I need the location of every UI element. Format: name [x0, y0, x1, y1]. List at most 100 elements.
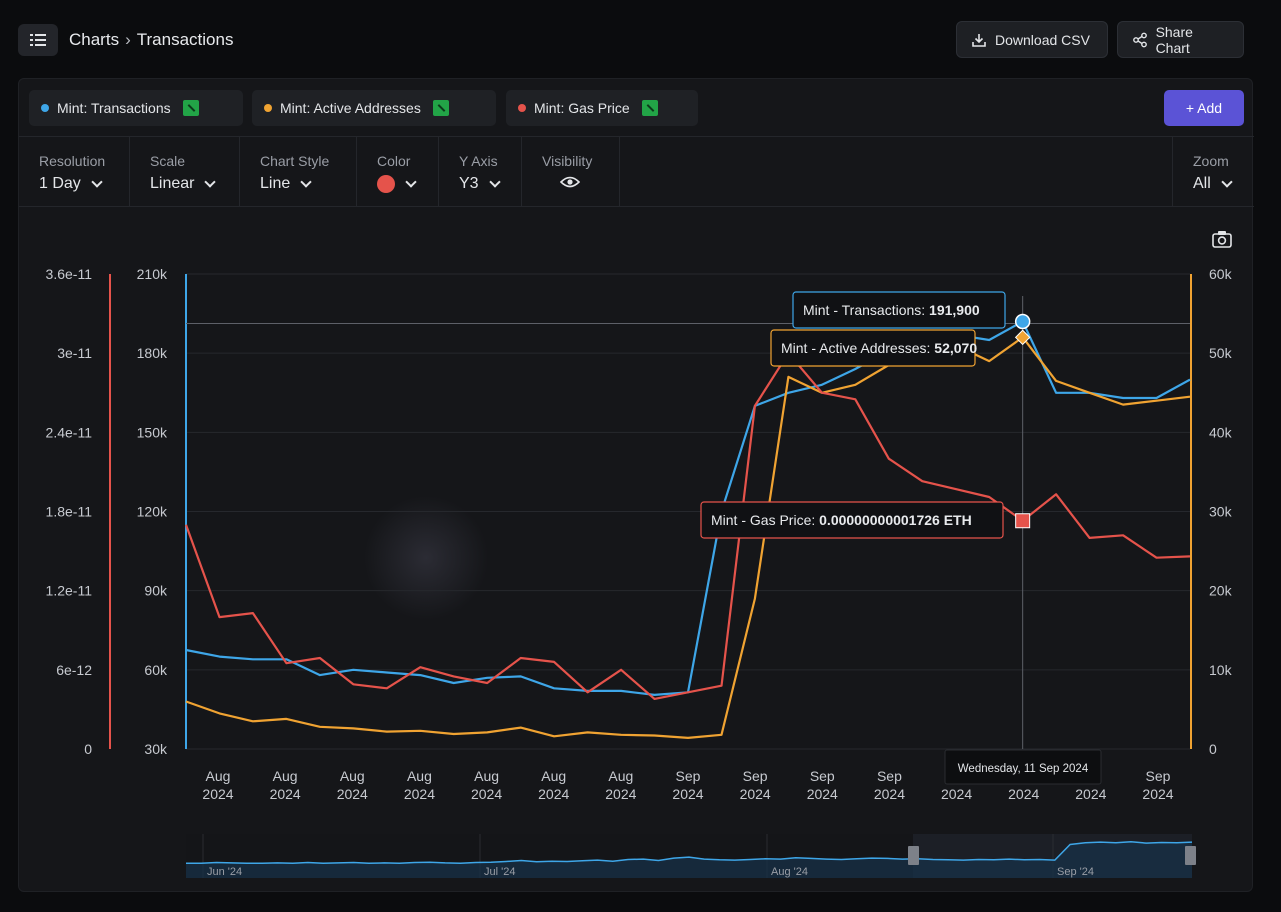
x-tick-month: Aug — [273, 768, 298, 784]
color-label: Color — [377, 153, 411, 169]
hover-date-box — [944, 749, 1102, 785]
navigator-handle-right[interactable] — [1185, 846, 1196, 865]
x-tick-year: 2024 — [807, 786, 838, 802]
scale-label: Scale — [150, 153, 186, 169]
y-tick-addresses: 40k — [1209, 424, 1233, 440]
x-tick-year: 2024 — [337, 786, 368, 802]
download-csv-button[interactable]: Download CSV — [956, 21, 1108, 58]
tooltip-addresses-value: 52,070 — [934, 340, 977, 356]
resolution-value: 1 Day — [39, 175, 81, 192]
series-chip-gas-price[interactable]: Mint: Gas Price — [506, 90, 698, 126]
breadcrumb-charts[interactable]: Charts — [69, 30, 120, 49]
scale-control[interactable]: Scale Linear — [130, 137, 240, 207]
hover-marker-addresses — [1014, 329, 1031, 346]
y-tick-gas: 2.4e-11 — [46, 424, 93, 440]
y-tick-transactions: 180k — [137, 345, 168, 361]
y-tick-addresses: 60k — [1209, 266, 1233, 282]
hover-marker-gas — [1015, 513, 1031, 529]
x-tick-month: Aug — [407, 768, 432, 784]
series-selector-row: Mint: Transactions Mint: Active Addresse… — [19, 79, 1254, 137]
y-tick-transactions: 30k — [144, 741, 168, 757]
top-bar: Charts › Transactions Download CSV Share… — [0, 0, 1281, 80]
download-csv-label: Download CSV — [995, 31, 1090, 48]
add-series-button[interactable]: + Add — [1164, 90, 1244, 126]
tooltip-gas-value: 0.00000000001726 ETH — [819, 512, 972, 528]
visibility-label: Visibility — [542, 153, 593, 169]
x-tick-year: 2024 — [538, 786, 569, 802]
series-chip-active-addresses[interactable]: Mint: Active Addresses — [252, 90, 496, 126]
navigator-area — [186, 841, 1192, 878]
x-tick-year: 2024 — [874, 786, 905, 802]
chart-style-label: Chart Style — [260, 153, 330, 169]
series-color-dot — [41, 104, 49, 112]
tooltip-addresses-label: Mint - Active Addresses: — [781, 340, 934, 356]
y-tick-addresses: 0 — [1209, 741, 1217, 757]
x-tick-month: Sep — [877, 768, 902, 784]
share-chart-label: Share Chart — [1155, 23, 1193, 56]
sidebar-toggle-button[interactable] — [18, 24, 58, 56]
navigator-label: Sep '24 — [1057, 866, 1094, 878]
y-axis-value: Y3 — [459, 175, 479, 192]
x-tick-month: Aug — [541, 768, 566, 784]
scale-value: Linear — [150, 175, 195, 192]
tooltip-transactions-box — [792, 291, 1006, 329]
y-tick-gas: 0 — [84, 741, 92, 757]
excel-icon[interactable] — [182, 100, 199, 116]
navigator-handle-left[interactable] — [908, 846, 919, 865]
download-icon — [972, 33, 986, 47]
zoom-value: All — [1193, 175, 1211, 192]
visibility-control[interactable]: Visibility — [522, 137, 620, 207]
navigator-line — [186, 841, 1193, 864]
series-line-1 — [185, 336, 1191, 740]
share-chart-button[interactable]: Share Chart — [1117, 21, 1244, 58]
y-axis-label: Y Axis — [459, 153, 498, 169]
hover-date-label: Wednesday, 11 Sep 2024 — [958, 763, 1089, 775]
x-tick-month: Sep — [810, 768, 835, 784]
tooltip-gas-text: Mint - Gas Price: 0.00000000001726 ETH — [711, 512, 972, 528]
x-tick-year: 2024 — [1008, 786, 1039, 802]
x-tick-month: Aug — [340, 768, 365, 784]
navigator-label: Aug '24 — [771, 866, 808, 878]
x-tick-year: 2024 — [471, 786, 502, 802]
x-tick-year: 2024 — [672, 786, 703, 802]
series-color-dot — [518, 104, 526, 112]
tooltip-transactions-text: Mint - Transactions: 191,900 — [803, 302, 980, 318]
series-chip-label: Mint: Active Addresses — [280, 100, 421, 116]
y-tick-gas: 6e-12 — [56, 662, 92, 678]
y-tick-transactions: 120k — [137, 504, 168, 520]
navigator-label: Jun '24 — [207, 866, 242, 878]
series-line-2 — [184, 352, 1191, 701]
y-axis-control[interactable]: Y Axis Y3 — [439, 137, 522, 207]
y-tick-addresses: 50k — [1209, 345, 1233, 361]
y-tick-gas: 3e-11 — [57, 345, 92, 361]
camera-icon[interactable] — [1212, 230, 1232, 248]
zoom-label: Zoom — [1193, 153, 1229, 169]
resolution-control[interactable]: Resolution 1 Day — [19, 137, 130, 207]
x-tick-year: 2024 — [1142, 786, 1173, 802]
breadcrumb-transactions: Transactions — [136, 30, 234, 49]
y-tick-gas: 1.8e-11 — [46, 504, 93, 520]
series-chip-transactions[interactable]: Mint: Transactions — [29, 90, 243, 126]
x-tick-year: 2024 — [941, 786, 972, 802]
x-tick-month: Aug — [608, 768, 633, 784]
breadcrumb: Charts › Transactions — [69, 30, 233, 50]
zoom-control[interactable]: Zoom All — [1172, 137, 1254, 207]
color-control[interactable]: Color — [357, 137, 439, 207]
chart-style-control[interactable]: Chart Style Line — [240, 137, 357, 207]
eye-icon[interactable] — [560, 175, 580, 189]
x-tick-year: 2024 — [404, 786, 435, 802]
x-tick-month: Aug — [206, 768, 231, 784]
excel-icon[interactable] — [641, 100, 658, 116]
x-tick-year: 2024 — [740, 786, 771, 802]
navigator-label: Jul '24 — [484, 866, 515, 878]
breadcrumb-separator: › — [125, 30, 131, 49]
series-chip-label: Mint: Gas Price — [534, 100, 630, 116]
chart-panel: Mint: Transactions Mint: Active Addresse… — [18, 78, 1254, 892]
x-tick-year: 2024 — [605, 786, 636, 802]
excel-icon[interactable] — [432, 100, 449, 116]
y-tick-addresses: 20k — [1209, 583, 1233, 599]
y-tick-transactions: 210k — [137, 266, 168, 282]
chart-controls: Resolution 1 Day Scale Linear Chart Styl… — [19, 137, 1254, 207]
y-tick-addresses: 30k — [1209, 504, 1233, 520]
